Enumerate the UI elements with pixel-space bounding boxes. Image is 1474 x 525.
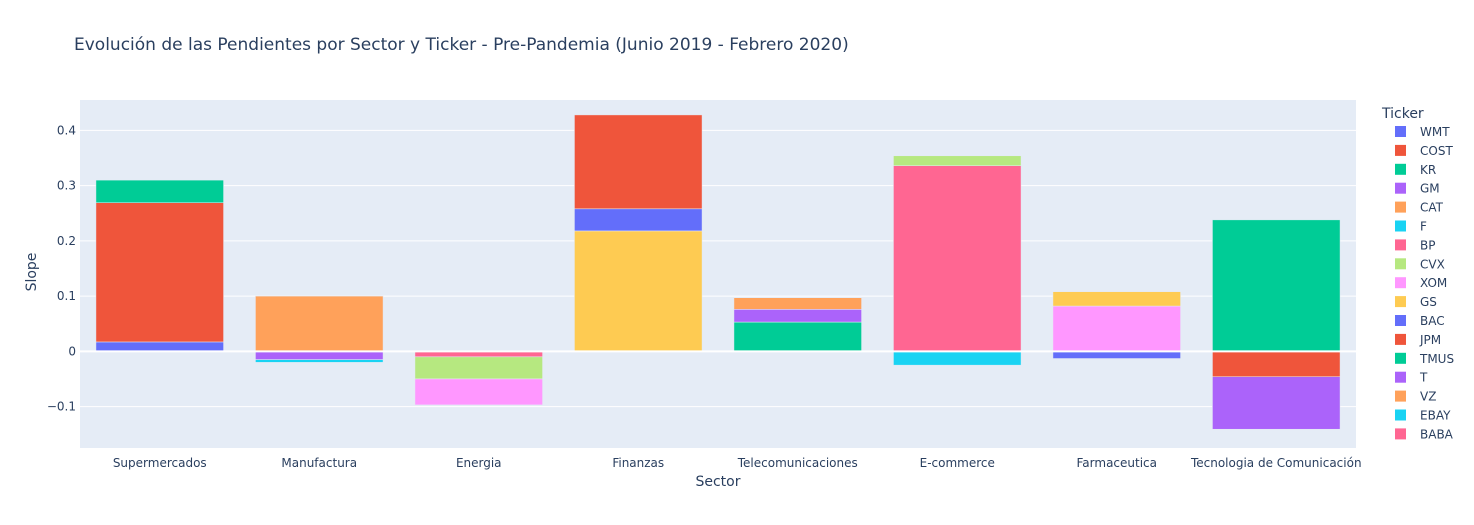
- legend-swatch-cvx[interactable]: [1395, 258, 1406, 270]
- legend-label-jpm[interactable]: JPM: [1419, 333, 1441, 347]
- legend-label-bp[interactable]: BP: [1420, 238, 1435, 252]
- legend-label-gm[interactable]: GM: [1420, 182, 1440, 196]
- x-axis-title: Sector: [695, 474, 740, 490]
- legend-swatch-bp[interactable]: [1395, 239, 1406, 251]
- legend-label-f[interactable]: F: [1420, 220, 1427, 234]
- y-tick-label: 0.2: [57, 234, 76, 248]
- bar-t: [1212, 376, 1341, 430]
- x-tick-label: Energia: [456, 456, 502, 470]
- legend-swatch-gs[interactable]: [1395, 296, 1406, 308]
- y-tick-label: 0: [68, 344, 76, 358]
- legend-swatch-tmus[interactable]: [1395, 352, 1406, 364]
- bar-bac: [574, 208, 703, 232]
- legend-label-vz[interactable]: VZ: [1420, 390, 1436, 404]
- legend-label-cat[interactable]: CAT: [1420, 201, 1444, 215]
- bar-cvx: [414, 356, 543, 380]
- bar-tmus: [733, 321, 862, 352]
- x-tick-label: Tecnologia de Comunicación: [1190, 456, 1362, 470]
- legend-swatch-bac[interactable]: [1395, 315, 1406, 326]
- legend-swatch-jpm[interactable]: [1395, 333, 1406, 345]
- legend-swatch-baba[interactable]: [1395, 428, 1406, 440]
- bar-gs: [574, 230, 703, 352]
- y-tick-label: 0.1: [57, 289, 76, 303]
- y-tick-label: 0.4: [57, 123, 76, 137]
- legend-label-wmt[interactable]: WMT: [1420, 125, 1450, 139]
- chart-title: Evolución de las Pendientes por Sector y…: [74, 35, 849, 55]
- legend-swatch-f[interactable]: [1395, 220, 1406, 232]
- bar-segment: [893, 155, 1022, 166]
- legend: Ticker WMT COST KR GM CAT F BP CVX XOM GS BAC JPM TM…: [1381, 106, 1454, 441]
- bar-kr: [95, 179, 224, 203]
- bar-ebay: [893, 351, 1022, 366]
- bar-baba: [893, 165, 1022, 352]
- bar-jpm: [1212, 351, 1341, 377]
- y-axis-title: Slope: [24, 253, 40, 292]
- bars: [95, 114, 1341, 430]
- bar-bac: [1052, 351, 1181, 359]
- y-tick-label: −0.1: [47, 400, 76, 414]
- legend-swatch-gm[interactable]: [1395, 182, 1406, 194]
- bar-cat: [255, 295, 384, 352]
- y-tick-labels: −0.1 0 0.1 0.2 0.3 0.4: [47, 123, 76, 413]
- legend-swatch-cat[interactable]: [1395, 201, 1406, 213]
- legend-label-xom[interactable]: XOM: [1420, 276, 1447, 290]
- bar-xom: [414, 378, 543, 406]
- legend-label-ebay[interactable]: EBAY: [1420, 409, 1451, 423]
- x-tick-label: Manufactura: [281, 456, 357, 470]
- x-tick-label: Finanzas: [612, 456, 664, 470]
- bar-tmus: [1212, 219, 1341, 352]
- x-tick-label: Telecomunicaciones: [737, 456, 858, 470]
- legend-label-cost[interactable]: COST: [1420, 144, 1453, 158]
- bar-t: [733, 309, 862, 323]
- bar-gm: [255, 351, 384, 360]
- legend-label-cvx[interactable]: CVX: [1420, 257, 1445, 271]
- bar-jpm: [574, 114, 703, 210]
- legend-swatch-xom[interactable]: [1395, 277, 1406, 289]
- x-tick-label: Farmaceutica: [1077, 456, 1158, 470]
- bar-wmt: [95, 341, 224, 352]
- legend-label-kr[interactable]: KR: [1420, 163, 1436, 177]
- y-tick-label: 0.3: [57, 179, 76, 193]
- legend-title: Ticker: [1381, 106, 1424, 122]
- legend-label-t[interactable]: T: [1419, 371, 1428, 385]
- legend-label-tmus[interactable]: TMUS: [1419, 352, 1454, 366]
- legend-swatch-kr[interactable]: [1395, 163, 1406, 175]
- bar-f: [255, 359, 384, 363]
- bar-segment: [1052, 291, 1181, 307]
- legend-label-bac[interactable]: BAC: [1420, 314, 1445, 328]
- legend-swatch-wmt[interactable]: [1395, 126, 1406, 137]
- legend-swatch-t[interactable]: [1395, 371, 1406, 383]
- bar-cost: [95, 202, 224, 343]
- x-tick-label: E-commerce: [920, 456, 995, 470]
- legend-swatch-cost[interactable]: [1395, 144, 1406, 156]
- legend-swatch-ebay[interactable]: [1395, 409, 1406, 421]
- legend-swatch-vz[interactable]: [1395, 390, 1406, 402]
- bar-vz: [733, 297, 862, 310]
- legend-label-gs[interactable]: GS: [1420, 295, 1437, 309]
- x-tick-labels: Supermercados Manufactura Energia Finanzas T…: [113, 456, 1362, 470]
- legend-label-baba[interactable]: BABA: [1420, 427, 1454, 441]
- x-tick-label: Supermercados: [113, 456, 207, 470]
- plot-background: [80, 100, 1356, 448]
- bar-segment: [1052, 305, 1181, 352]
